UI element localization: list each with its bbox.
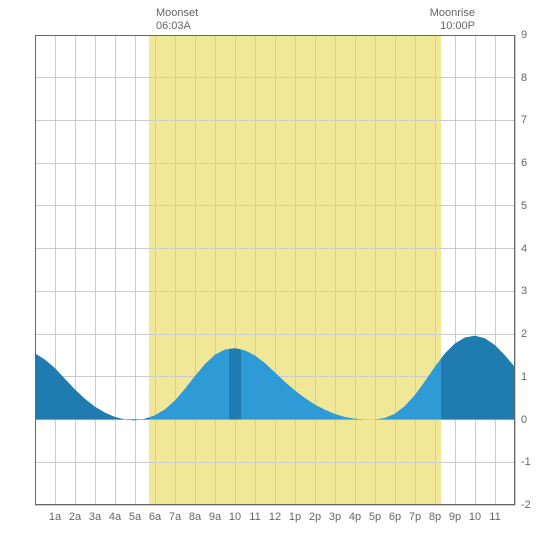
tide-curve [35,35,515,505]
x-tick-label: 2a [69,511,81,523]
x-tick-label: 2p [309,511,321,523]
x-tick-label: 8p [429,511,441,523]
moonrise-label: Moonrise10:00P [430,7,475,33]
y-tick-label: 3 [521,285,527,297]
y-tick-label: 8 [521,72,527,84]
x-tick-label: 11 [249,511,260,523]
y-tick-label: 7 [521,114,527,126]
tide-area-dark [480,337,515,419]
x-tick-label: 3p [329,511,341,523]
x-tick-label: 5a [129,511,141,523]
x-tick-label: 1a [49,511,61,523]
x-tick-label: 7a [169,511,181,523]
tide-area-dark [229,348,241,419]
x-tick-label: 4a [109,511,121,523]
tide-area-dark [35,353,149,420]
y-tick-label: 9 [521,29,527,41]
y-tick-label: 2 [521,328,527,340]
x-tick-label: 12 [269,511,281,523]
x-tick-label: 3a [89,511,101,523]
x-tick-label: 9p [449,511,461,523]
y-tick-label: -2 [521,499,531,511]
y-tick-label: 1 [521,371,527,383]
tide-area-dark [441,336,480,420]
x-tick-label: 8a [189,511,201,523]
x-tick-label: 10 [229,511,241,523]
x-tick-label: 7p [409,511,421,523]
y-tick-label: 4 [521,243,527,255]
x-tick-label: 11 [489,511,500,523]
y-tick-label: -1 [521,456,531,468]
moonset-label: Moonset06:03A [156,7,198,33]
y-tick-label: 5 [521,200,527,212]
x-tick-label: 4p [349,511,361,523]
x-tick-label: 6a [149,511,161,523]
y-tick-label: 6 [521,157,527,169]
y-tick-label: 0 [521,414,527,426]
x-tick-label: 9a [209,511,221,523]
plot-area [35,35,515,505]
x-tick-label: 5p [369,511,381,523]
x-tick-label: 1p [289,511,301,523]
x-tick-label: 6p [389,511,401,523]
x-tick-label: 10 [469,511,481,523]
tide-chart: Moonset06:03A Moonrise10:00P 1a 2a 3a 4a 5a 6a… [0,0,550,550]
